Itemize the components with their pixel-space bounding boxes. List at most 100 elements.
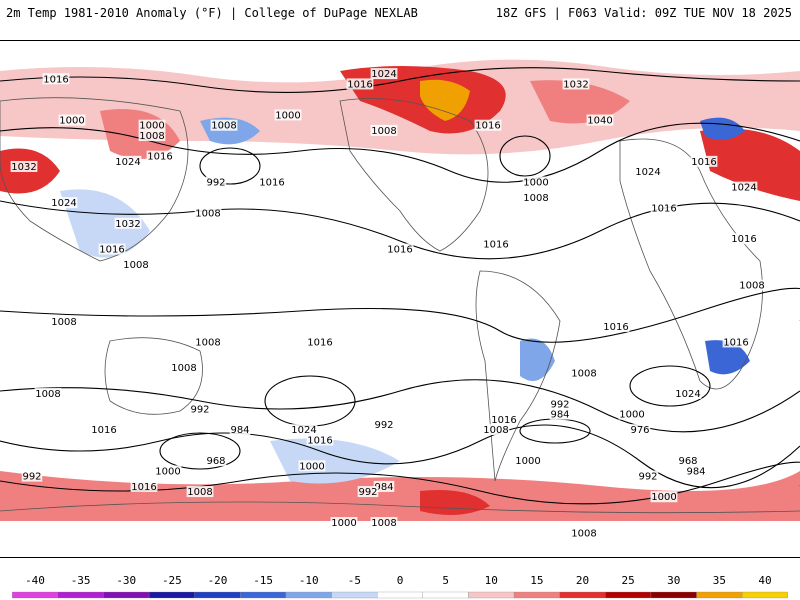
isobar-label-background <box>685 465 707 477</box>
isobar-label: 1008 <box>371 518 396 529</box>
isobar-label: 1016 <box>603 322 628 333</box>
isobar-label: 992 <box>374 420 393 431</box>
cool-anomaly-south-africa <box>705 340 750 375</box>
legend-swatch <box>240 591 287 599</box>
isobar-label: 1032 <box>115 219 140 230</box>
isobar-label: 1008 <box>35 389 60 400</box>
legend-tick-label: 25 <box>622 574 635 587</box>
isobar-label: 1000 <box>619 410 644 421</box>
isobar-label: 1024 <box>291 425 316 436</box>
isobar-label-background <box>50 197 78 209</box>
isobar-label: 1016 <box>491 415 516 426</box>
isobar-label-background <box>170 362 198 374</box>
isobar-label: 1000 <box>139 121 164 132</box>
isobar-label-background <box>522 191 550 203</box>
warm-anomaly-russia <box>530 80 630 124</box>
isobar-label-background <box>42 73 70 85</box>
isobar-label-background <box>549 408 571 420</box>
isobar-label-background <box>21 470 43 482</box>
isobar-line <box>0 379 800 433</box>
isobar-label: 984 <box>550 410 569 421</box>
isobar-label: 1016 <box>147 152 172 163</box>
isobar-label-background <box>298 460 326 472</box>
isobar-label: 1000 <box>651 492 676 503</box>
anomaly-field <box>0 59 800 521</box>
isobar-label-background <box>122 259 150 271</box>
isobar-label: 1008 <box>139 131 164 142</box>
isobar-label-background <box>570 367 598 379</box>
isobar-label: 1016 <box>307 435 332 446</box>
isobar-label: 1024 <box>371 69 396 80</box>
isobar-label-background <box>306 336 334 348</box>
isobar-label-background <box>677 455 699 467</box>
isobar-label: 1008 <box>483 425 508 436</box>
isobar-label-background <box>602 320 630 332</box>
isobar-label: 1016 <box>651 203 676 214</box>
legend-canvas: -40 -35 -30 -25 -20 -15 -10 -5 0 5 10 15 20 25 30 35 40 <box>12 574 788 599</box>
legend-tick-label: -35 <box>71 574 91 587</box>
legend-swatch <box>422 591 469 599</box>
australia-outline <box>104 337 203 415</box>
legend-tick-label: 30 <box>667 574 680 587</box>
isobar-label-background <box>114 155 142 167</box>
isobar-label-background <box>210 119 238 131</box>
isobar-label-background <box>58 114 86 126</box>
isobar-label-background <box>738 279 766 291</box>
isobar-label: 984 <box>230 425 249 436</box>
isobar-label-background <box>370 68 398 80</box>
isobar-label-background <box>549 398 571 410</box>
legend-swatch <box>696 591 743 599</box>
isobar-label-background <box>490 413 518 425</box>
legend-tick-label: -5 <box>348 574 361 587</box>
isobar-label: 1032 <box>11 162 36 173</box>
isobar-label: 968 <box>206 456 225 467</box>
isobar-label-background <box>346 78 374 90</box>
legend-swatch <box>194 591 241 599</box>
isobar-label: 1024 <box>675 389 700 400</box>
isobar-label-background <box>138 130 166 142</box>
legend-swatch <box>650 591 697 599</box>
isobar-label-background <box>570 527 598 539</box>
isobar-line <box>0 67 800 93</box>
isobar-label-background <box>562 78 590 90</box>
header-title: 2m Temp 1981-2010 Anomaly (°F) | College… <box>6 6 418 20</box>
isobar-label: 1000 <box>275 110 300 121</box>
isobar-label: 992 <box>358 487 377 498</box>
legend-swatch <box>605 591 652 599</box>
isobar-label: 1040 <box>587 116 612 127</box>
isobar-label-background <box>189 403 211 415</box>
isobar-label: 1000 <box>59 116 84 127</box>
warm-anomaly-europe <box>700 128 800 201</box>
isobar-label-background <box>637 470 659 482</box>
continent-outlines <box>0 97 800 514</box>
isobar-label-background <box>650 491 678 503</box>
isobar-label: 1016 <box>91 425 116 436</box>
europe-africa-outline <box>619 138 763 390</box>
isobar-label: 1000 <box>523 177 548 188</box>
isobar-label-background <box>674 388 702 400</box>
legend-swatch <box>148 591 195 599</box>
legend-tick-label: -30 <box>116 574 136 587</box>
warm-anomaly-extreme <box>420 79 470 121</box>
isobar-lines <box>0 67 800 505</box>
legend-tick-label: 10 <box>485 574 498 587</box>
isobar-label-background <box>90 424 118 436</box>
isobar-label: 992 <box>206 177 225 188</box>
north-america-outline <box>339 98 489 252</box>
isobar-label-background <box>205 176 227 188</box>
legend-swatch <box>331 591 378 599</box>
legend-swatch <box>559 591 606 599</box>
legend-tick-label: 35 <box>713 574 726 587</box>
isobar-label-background <box>205 455 227 467</box>
isobar-label-background <box>50 315 78 327</box>
isobar-label-background <box>138 119 166 131</box>
header-run-info: 18Z GFS | F063 Valid: 09Z TUE NOV 18 202… <box>495 6 792 20</box>
isobar-label-background <box>34 388 62 400</box>
legend-swatch <box>285 591 332 599</box>
isobar-label-background <box>186 486 214 498</box>
isobar-label: 1008 <box>171 363 196 374</box>
low-pressure-center-pacific <box>199 147 261 185</box>
isobar-label-background <box>586 114 614 126</box>
isobar-label-background <box>650 202 678 214</box>
